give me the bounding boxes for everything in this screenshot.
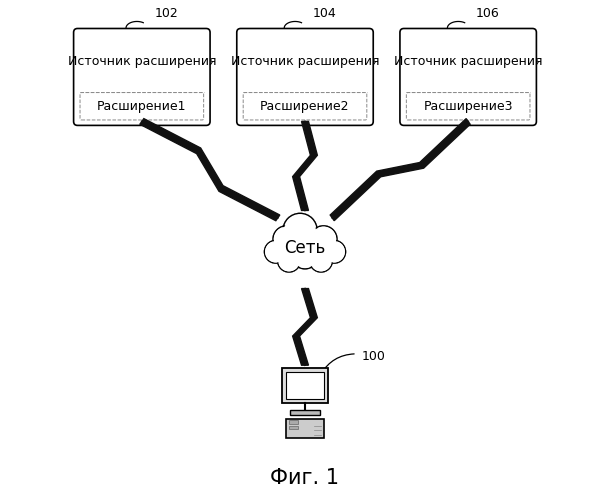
Circle shape — [264, 240, 287, 263]
Circle shape — [283, 214, 317, 248]
Circle shape — [274, 228, 298, 251]
Circle shape — [310, 250, 331, 271]
Circle shape — [292, 242, 318, 269]
Circle shape — [293, 244, 317, 267]
Circle shape — [323, 240, 346, 263]
Circle shape — [310, 250, 332, 272]
Polygon shape — [330, 118, 470, 220]
Circle shape — [265, 242, 286, 262]
Circle shape — [292, 242, 318, 269]
Text: 102: 102 — [154, 7, 178, 20]
Bar — [287, 418, 323, 438]
Polygon shape — [140, 118, 280, 220]
Circle shape — [285, 216, 315, 246]
FancyBboxPatch shape — [237, 28, 373, 126]
Bar — [290, 410, 320, 414]
Circle shape — [279, 250, 300, 271]
Circle shape — [274, 227, 299, 252]
Circle shape — [264, 240, 287, 263]
Circle shape — [310, 250, 332, 272]
Circle shape — [278, 250, 300, 272]
FancyBboxPatch shape — [74, 28, 210, 126]
Circle shape — [287, 228, 323, 264]
FancyBboxPatch shape — [400, 28, 536, 126]
Circle shape — [324, 242, 344, 262]
Circle shape — [287, 228, 323, 264]
Bar — [281, 368, 329, 404]
Circle shape — [293, 243, 317, 268]
Circle shape — [310, 226, 337, 253]
Text: 106: 106 — [476, 7, 500, 20]
Circle shape — [279, 250, 299, 270]
Circle shape — [289, 230, 321, 263]
Text: Расширение1: Расширение1 — [97, 100, 187, 114]
Text: Источник расширения: Источник расширения — [68, 56, 216, 68]
Text: Источник расширения: Источник расширения — [231, 56, 379, 68]
Polygon shape — [293, 122, 317, 210]
Text: Расширение2: Расширение2 — [260, 100, 350, 114]
Bar — [289, 426, 298, 430]
Circle shape — [310, 226, 337, 253]
Circle shape — [273, 226, 300, 253]
Circle shape — [324, 242, 345, 262]
Circle shape — [283, 214, 317, 248]
Circle shape — [284, 214, 316, 246]
Bar — [289, 420, 298, 424]
Bar — [286, 372, 324, 399]
Circle shape — [266, 242, 286, 262]
Text: 104: 104 — [312, 7, 336, 20]
Text: Источник расширения: Источник расширения — [394, 56, 542, 68]
Circle shape — [289, 231, 321, 262]
Text: 100: 100 — [362, 350, 386, 363]
Circle shape — [312, 228, 336, 251]
FancyBboxPatch shape — [80, 92, 204, 120]
FancyBboxPatch shape — [243, 92, 367, 120]
Circle shape — [278, 250, 300, 272]
Text: Сеть: Сеть — [284, 238, 326, 256]
Circle shape — [311, 227, 336, 252]
Circle shape — [311, 250, 331, 270]
Circle shape — [273, 226, 300, 253]
Text: Расширение3: Расширение3 — [423, 100, 513, 114]
FancyBboxPatch shape — [406, 92, 530, 120]
Polygon shape — [293, 288, 317, 365]
Circle shape — [323, 240, 346, 263]
Text: Фиг. 1: Фиг. 1 — [270, 468, 340, 488]
